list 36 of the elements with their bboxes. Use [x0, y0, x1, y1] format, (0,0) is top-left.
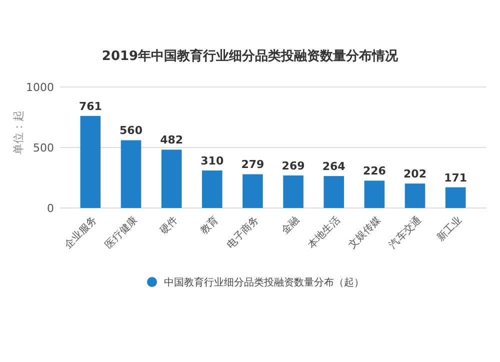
- bar: [283, 175, 304, 208]
- bar: [364, 180, 385, 208]
- bar: [324, 176, 344, 208]
- y-axis-title: 单位：起: [12, 110, 25, 154]
- data-label: 269: [282, 159, 305, 172]
- bar: [445, 187, 466, 208]
- chart-title: 2019年中国教育行业细分品类投融资数量分布情况: [102, 48, 400, 64]
- x-tick-label: 教育: [198, 214, 221, 237]
- x-tick-label: 汽车交通: [386, 214, 424, 251]
- x-tick-label: 硬件: [158, 214, 180, 237]
- x-tick-label: 文娱传媒: [346, 214, 384, 251]
- bar: [202, 170, 222, 208]
- y-tick-label: 0: [47, 202, 54, 215]
- data-label: 482: [160, 134, 184, 147]
- x-tick-label: 本地生活: [306, 214, 342, 251]
- legend-label: 中国教育行业细分品类投融资数量分布（起）: [164, 276, 364, 288]
- x-tick-label: 新工业: [434, 214, 464, 244]
- data-label: 761: [78, 100, 102, 113]
- x-tick-label: 电子商务: [224, 214, 262, 251]
- bar: [161, 150, 182, 208]
- y-tick-label: 500: [33, 141, 54, 154]
- data-label: 279: [241, 158, 264, 172]
- data-label: 226: [362, 164, 386, 178]
- x-tick-label: 企业服务: [62, 214, 100, 251]
- data-label: 560: [120, 124, 143, 138]
- bar: [242, 174, 263, 208]
- data-label: 202: [404, 168, 426, 181]
- y-tick-label: 1000: [26, 80, 54, 94]
- x-tick-label: 医疗健康: [102, 214, 140, 251]
- data-label: 310: [200, 154, 224, 168]
- data-label: 264: [322, 160, 346, 174]
- bar: [80, 116, 101, 208]
- data-label: 171: [444, 171, 468, 184]
- bar: [120, 140, 142, 208]
- bar: [404, 184, 426, 208]
- x-tick-label: 金融: [279, 214, 302, 237]
